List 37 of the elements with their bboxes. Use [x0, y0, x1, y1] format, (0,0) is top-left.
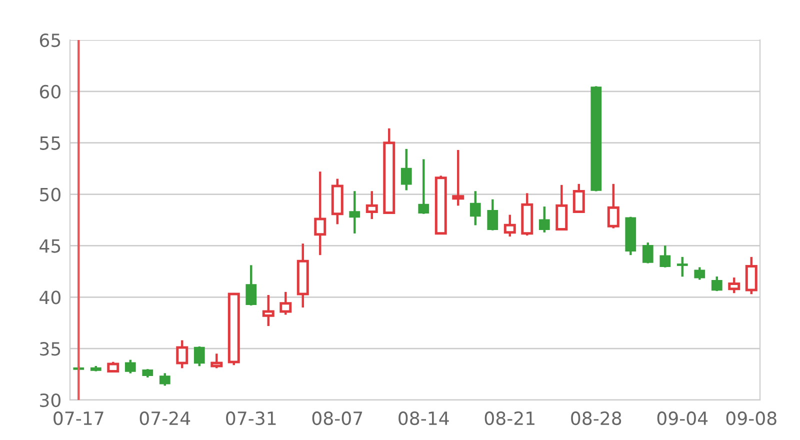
y-tick-label: 30: [40, 393, 60, 408]
candlestick: [142, 369, 154, 378]
x-tick-label: 09-04: [657, 411, 708, 426]
candlestick: [487, 199, 498, 230]
candlestick: [124, 360, 136, 374]
candlestick: [349, 191, 360, 234]
x-tick-label: 08-07: [312, 411, 362, 426]
x-tick-label: 09-08: [726, 411, 776, 426]
y-tick-label: 45: [40, 239, 60, 253]
candlestick: [296, 244, 309, 308]
candlestick: [538, 206, 550, 232]
x-tick-label: 07-17: [54, 411, 104, 426]
candlestick: [676, 256, 688, 277]
x-tick-label: 07-24: [140, 411, 190, 426]
candlestick: [470, 191, 481, 226]
x-tick-label: 08-14: [398, 411, 449, 426]
candlestick: [642, 242, 654, 263]
candlestick: [400, 148, 412, 190]
candlestick: [194, 346, 205, 366]
x-tick-label: 08-21: [484, 411, 534, 426]
x-tick-label: 08-28: [571, 411, 622, 426]
candlestick: [90, 366, 102, 371]
x-tick-label: 07-31: [226, 411, 276, 426]
candlestick: [246, 265, 257, 306]
candlestick: [418, 159, 430, 214]
y-tick-label: 65: [40, 33, 60, 48]
candlestick: [262, 295, 274, 326]
candlestick: [314, 172, 326, 256]
y-tick-label: 60: [40, 84, 60, 99]
candlestick: [159, 373, 170, 386]
candlestick: [590, 86, 602, 191]
y-tick-label: 50: [40, 188, 60, 202]
candlestick: [660, 246, 671, 267]
y-tick-label: 55: [40, 136, 60, 150]
y-tick-label: 40: [40, 290, 60, 304]
y-tick-label: 35: [40, 342, 60, 356]
candlestick: [711, 276, 722, 291]
